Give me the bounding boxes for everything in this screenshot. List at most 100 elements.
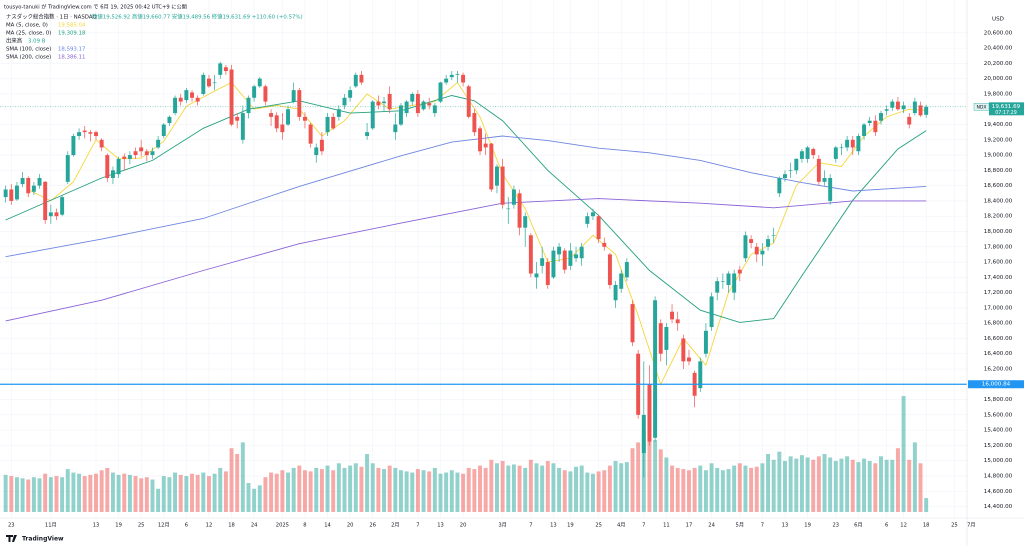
candle-body bbox=[156, 139, 161, 148]
x-tick-label: 25 bbox=[595, 523, 602, 529]
volume-bar bbox=[506, 465, 511, 512]
candle-body bbox=[816, 158, 821, 182]
volume-bar bbox=[907, 459, 912, 512]
candle-body bbox=[670, 311, 675, 320]
volume-bar bbox=[912, 442, 917, 512]
volume-bar bbox=[370, 463, 375, 512]
candle-body bbox=[912, 101, 917, 114]
volume-bar bbox=[48, 477, 53, 512]
candle-body bbox=[144, 151, 149, 156]
volume-bar bbox=[890, 459, 895, 512]
candle-body bbox=[641, 414, 646, 454]
candle-body bbox=[607, 254, 612, 285]
volume-bar bbox=[325, 465, 330, 512]
x-tick-label: 12 bbox=[206, 523, 213, 529]
x-tick-label: 19 bbox=[804, 523, 811, 529]
candle-body bbox=[574, 254, 579, 259]
volume-bar bbox=[664, 457, 669, 512]
y-tick-label: 14,400.00 bbox=[984, 504, 1013, 510]
volume-bar bbox=[754, 466, 759, 512]
legend-value: 19,309.18 bbox=[58, 31, 86, 37]
candle-body bbox=[212, 82, 217, 84]
candle-body bbox=[568, 250, 573, 266]
candle-body bbox=[732, 273, 737, 293]
candle-body bbox=[82, 130, 87, 133]
volume-bar bbox=[478, 465, 483, 512]
x-tick-label: 7 bbox=[642, 523, 645, 529]
candle-body bbox=[777, 178, 782, 194]
volume-bar bbox=[336, 463, 341, 512]
y-tick-label: 15,800.00 bbox=[984, 397, 1013, 403]
x-tick-label: 3月 bbox=[498, 522, 507, 529]
y-tick-label: 20,400.00 bbox=[984, 46, 1013, 52]
x-tick-label: 25 bbox=[951, 523, 958, 529]
volume-bar bbox=[833, 460, 838, 512]
volume-bar bbox=[71, 472, 76, 512]
candle-body bbox=[201, 74, 206, 94]
candle-body bbox=[218, 63, 223, 75]
volume-bar bbox=[681, 469, 686, 512]
x-tick-label: 24 bbox=[251, 523, 258, 529]
candle-body bbox=[494, 166, 499, 186]
volume-bar bbox=[822, 454, 827, 512]
volume-bar bbox=[116, 474, 121, 512]
candle-body bbox=[252, 86, 257, 98]
candle-body bbox=[26, 178, 31, 194]
x-tick-label: 11 bbox=[663, 523, 670, 529]
volume-bar bbox=[591, 473, 595, 512]
legend-name: SMA (100, close) bbox=[6, 47, 51, 53]
volume-bar bbox=[630, 448, 635, 512]
volume-bar bbox=[240, 442, 245, 512]
volume-bar bbox=[43, 473, 48, 512]
y-tick-label: 14,800.00 bbox=[984, 473, 1013, 479]
volume-bar bbox=[331, 470, 336, 512]
candle-body bbox=[31, 185, 36, 192]
legend-value: 19,585.04 bbox=[58, 23, 86, 29]
volume-bar bbox=[110, 472, 115, 512]
candle-body bbox=[127, 155, 132, 159]
volume-bar bbox=[574, 466, 579, 512]
candle-body bbox=[297, 90, 302, 117]
volume-bar bbox=[805, 457, 810, 512]
volume-bar bbox=[99, 470, 104, 512]
volume-bar bbox=[393, 467, 398, 512]
y-tick-label: 17,400.00 bbox=[984, 275, 1013, 281]
candle-body bbox=[799, 151, 804, 159]
legend-name: SMA (200, close) bbox=[6, 55, 51, 61]
candle-body bbox=[788, 170, 793, 171]
y-tick-label: 17,000.00 bbox=[984, 305, 1013, 311]
x-tick-label: 20 bbox=[460, 523, 467, 529]
volume-bar bbox=[777, 451, 782, 512]
volume-bar bbox=[732, 465, 737, 512]
last-price-badge bbox=[989, 102, 1024, 116]
x-tick-label: 4月 bbox=[617, 522, 626, 529]
grid bbox=[0, 0, 967, 518]
y-tick-label: 14,600.00 bbox=[984, 489, 1013, 495]
volume-bar bbox=[31, 477, 36, 512]
x-tick-label: 23 bbox=[8, 523, 15, 529]
legend-value: 3.09 B bbox=[28, 39, 46, 45]
y-tick-label: 17,800.00 bbox=[984, 244, 1013, 250]
volume-bar bbox=[511, 464, 516, 512]
candle-body bbox=[223, 67, 228, 72]
y-tick-label: 19,200.00 bbox=[984, 137, 1013, 143]
candle-body bbox=[94, 132, 98, 136]
candle-body bbox=[698, 361, 703, 389]
x-tick-label: 24 bbox=[708, 523, 715, 529]
candle-body bbox=[410, 93, 415, 102]
candle-body bbox=[687, 357, 691, 362]
candle-body bbox=[206, 78, 211, 87]
candle-body bbox=[907, 116, 912, 125]
candle-body bbox=[890, 101, 895, 108]
candle-body bbox=[924, 106, 929, 115]
volume-bar bbox=[173, 472, 178, 512]
symbol-label: NDX bbox=[976, 104, 986, 110]
volume-bar bbox=[291, 467, 296, 512]
candle-body bbox=[110, 170, 115, 179]
volume-bar bbox=[726, 469, 731, 512]
brand: TradingView bbox=[22, 536, 64, 543]
candle-body bbox=[88, 132, 93, 134]
candle-body bbox=[715, 281, 720, 293]
candle-body bbox=[455, 74, 460, 75]
